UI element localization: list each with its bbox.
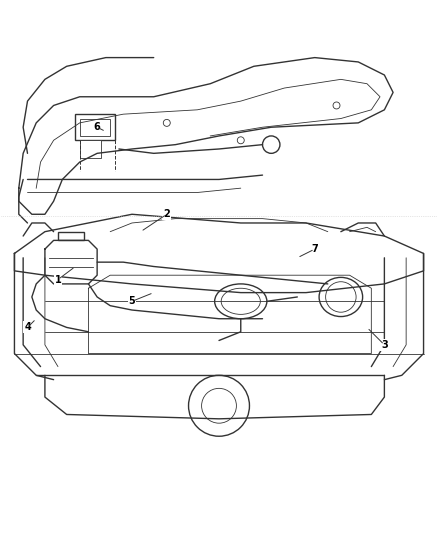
Text: 5: 5 (129, 296, 135, 306)
Text: 1: 1 (55, 274, 61, 285)
Text: 2: 2 (163, 209, 170, 219)
Text: 7: 7 (311, 244, 318, 254)
Text: 6: 6 (94, 122, 100, 132)
Text: 4: 4 (24, 322, 31, 333)
Bar (58, 232, 84, 240)
Bar (80, 140, 102, 158)
Bar (75, 114, 115, 140)
Bar (80, 118, 110, 136)
Text: 3: 3 (381, 340, 388, 350)
